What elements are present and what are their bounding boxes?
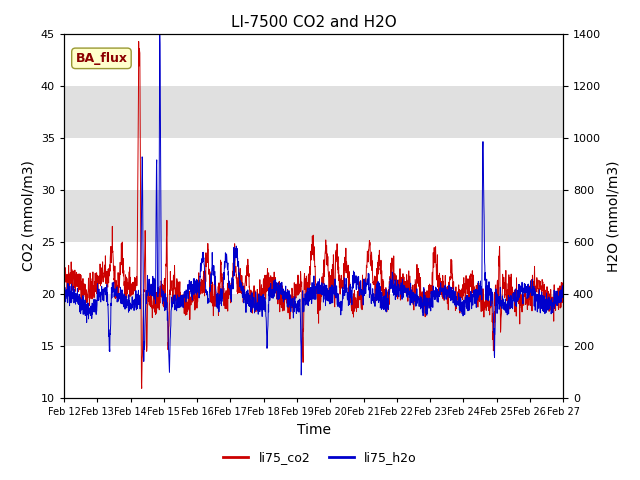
Text: BA_flux: BA_flux [76,52,127,65]
Bar [64,190,563,242]
Bar [64,86,563,138]
Y-axis label: CO2 (mmol/m3): CO2 (mmol/m3) [21,161,35,271]
Title: LI-7500 CO2 and H2O: LI-7500 CO2 and H2O [231,15,396,30]
Y-axis label: H2O (mmol/m3): H2O (mmol/m3) [607,160,621,272]
Legend: li75_co2, li75_h2o: li75_co2, li75_h2o [218,446,422,469]
X-axis label: Time: Time [296,423,331,437]
Bar [64,294,563,346]
